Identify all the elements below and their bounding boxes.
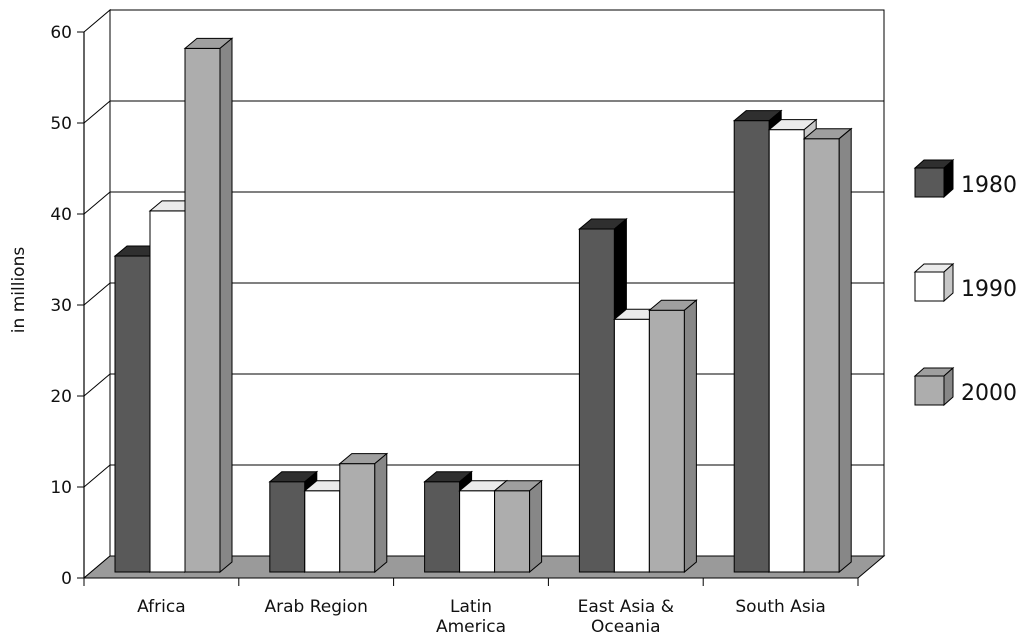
- legend-item: 1980: [913, 158, 1016, 199]
- bar-side: [838, 127, 852, 574]
- bar-front: [304, 490, 341, 573]
- legend-swatch-side: [943, 262, 954, 303]
- bar-side: [374, 452, 388, 574]
- gridline-side: [83, 282, 111, 306]
- bar: [338, 452, 389, 574]
- bar-front: [269, 481, 306, 573]
- bar-side: [683, 299, 697, 574]
- bars: [113, 37, 853, 574]
- gridline-side: [83, 464, 111, 488]
- bar-front: [149, 210, 186, 573]
- gridline-side: [83, 191, 111, 215]
- category-labels: Africa Arab Region Latin America East Asia &…: [137, 597, 826, 637]
- bar-front: [339, 463, 376, 573]
- y-tick-label: 30: [50, 296, 72, 316]
- bar-front: [733, 120, 770, 573]
- bar-front: [578, 228, 615, 573]
- bar-front: [768, 129, 805, 573]
- legend-swatch-side: [943, 366, 954, 407]
- category-label: East Asia & Oceania: [578, 597, 674, 637]
- bar: [183, 37, 234, 574]
- bar-side: [219, 37, 233, 574]
- category-label: Latin America: [436, 597, 506, 637]
- bar: [802, 127, 853, 574]
- category-label: Africa: [137, 597, 186, 617]
- legend-label: 1990: [961, 277, 1016, 302]
- legend-item: 2000: [913, 366, 1016, 407]
- legend-swatch: [914, 271, 945, 302]
- bar-front: [184, 47, 221, 573]
- y-tick-label: 60: [50, 23, 72, 43]
- legend: 1980 1990 2000: [913, 158, 1016, 407]
- y-tick-labels: 0 10 20 30 40 50 60: [50, 23, 72, 589]
- category-label: South Asia: [735, 597, 825, 617]
- y-tick-label: 40: [50, 205, 72, 225]
- bar-side: [529, 479, 543, 574]
- y-tick-label: 0: [61, 569, 72, 589]
- bar-front: [613, 318, 650, 573]
- y-tick-label: 50: [50, 114, 72, 134]
- legend-swatch: [914, 375, 945, 406]
- legend-swatch: [914, 167, 945, 198]
- legend-item: 1990: [913, 262, 1016, 303]
- bar: [493, 479, 543, 574]
- bar-front: [424, 481, 461, 573]
- y-axis-title: in millions: [9, 247, 29, 334]
- y-tick-label: 10: [50, 478, 72, 498]
- legend-label: 2000: [961, 381, 1016, 406]
- category-label: Arab Region: [264, 597, 367, 617]
- bar-front: [648, 309, 685, 573]
- gridline-side: [83, 373, 111, 397]
- gridline-side: [83, 100, 111, 124]
- bar-front: [494, 490, 531, 573]
- bar-front: [114, 255, 151, 573]
- bar-front: [459, 490, 496, 573]
- bar: [648, 299, 698, 574]
- y-tick-label: 20: [50, 387, 72, 407]
- legend-label: 1980: [961, 173, 1016, 198]
- legend-swatch-side: [943, 158, 954, 199]
- bar-front: [803, 138, 840, 573]
